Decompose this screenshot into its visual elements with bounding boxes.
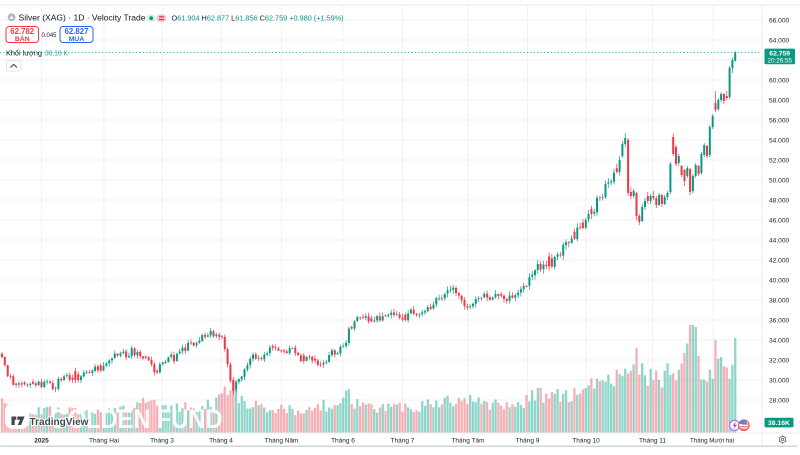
svg-text:Tháng 6: Tháng 6 [331, 438, 355, 445]
svg-text:0.045: 0.045 [41, 33, 57, 39]
svg-text:36.000: 36.000 [769, 318, 790, 325]
svg-text:TradingView: TradingView [30, 417, 89, 428]
svg-text:60.000: 60.000 [769, 78, 790, 85]
svg-text:20:26:55: 20:26:55 [767, 57, 792, 64]
svg-text:50.000: 50.000 [769, 178, 790, 185]
svg-text:62.827: 62.827 [65, 27, 89, 36]
svg-text:62.759: 62.759 [769, 50, 790, 57]
svg-text:GOLDEN FUND: GOLDEN FUND [50, 404, 223, 434]
svg-text:64.000: 64.000 [769, 38, 790, 45]
svg-text:Tháng Hai: Tháng Hai [89, 438, 119, 445]
svg-text:Tháng 10: Tháng 10 [572, 438, 600, 445]
svg-text:Khối lượng: Khối lượng [6, 48, 42, 57]
svg-text:Tháng 11: Tháng 11 [639, 438, 666, 445]
svg-text:Silver (XAG) · 1D · Velocity T: Silver (XAG) · 1D · Velocity Trade [19, 13, 146, 23]
svg-text:34.000: 34.000 [769, 338, 790, 345]
svg-text:54.000: 54.000 [769, 138, 790, 145]
svg-text:O61.904 H62.877 L61.856 C62.75: O61.904 H62.877 L61.856 C62.759 +0.980 (… [172, 14, 344, 23]
svg-text:Tháng 9: Tháng 9 [516, 438, 540, 445]
svg-text:62.782: 62.782 [10, 27, 35, 36]
svg-text:Tháng Tám: Tháng Tám [451, 438, 484, 445]
svg-text:46.000: 46.000 [769, 218, 790, 225]
svg-text:Tháng Mười hai: Tháng Mười hai [690, 438, 734, 445]
svg-text:32.000: 32.000 [769, 358, 790, 365]
svg-text:66.000: 66.000 [769, 18, 790, 25]
svg-text:48.000: 48.000 [769, 198, 790, 205]
svg-text:Tháng 7: Tháng 7 [391, 438, 415, 445]
svg-text:BÁN: BÁN [15, 34, 30, 43]
svg-text:38.16K: 38.16K [768, 420, 790, 427]
svg-text:2025: 2025 [34, 438, 49, 445]
svg-text:Tháng Năm: Tháng Năm [265, 438, 299, 445]
svg-text:28.000: 28.000 [769, 398, 790, 405]
svg-text:44.000: 44.000 [769, 238, 790, 245]
svg-text:38.16 K: 38.16 K [45, 48, 68, 57]
svg-text:42.000: 42.000 [769, 258, 790, 265]
svg-text:Tháng 4: Tháng 4 [209, 438, 233, 445]
svg-text:40.000: 40.000 [769, 278, 790, 285]
svg-text:38.000: 38.000 [769, 298, 790, 305]
svg-text:MUA: MUA [69, 36, 85, 43]
svg-text:52.000: 52.000 [769, 158, 790, 165]
svg-text:30.000: 30.000 [769, 378, 790, 385]
svg-text:58.000: 58.000 [769, 98, 790, 105]
svg-text:Tháng 3: Tháng 3 [150, 438, 174, 445]
svg-text:56.000: 56.000 [769, 118, 790, 125]
